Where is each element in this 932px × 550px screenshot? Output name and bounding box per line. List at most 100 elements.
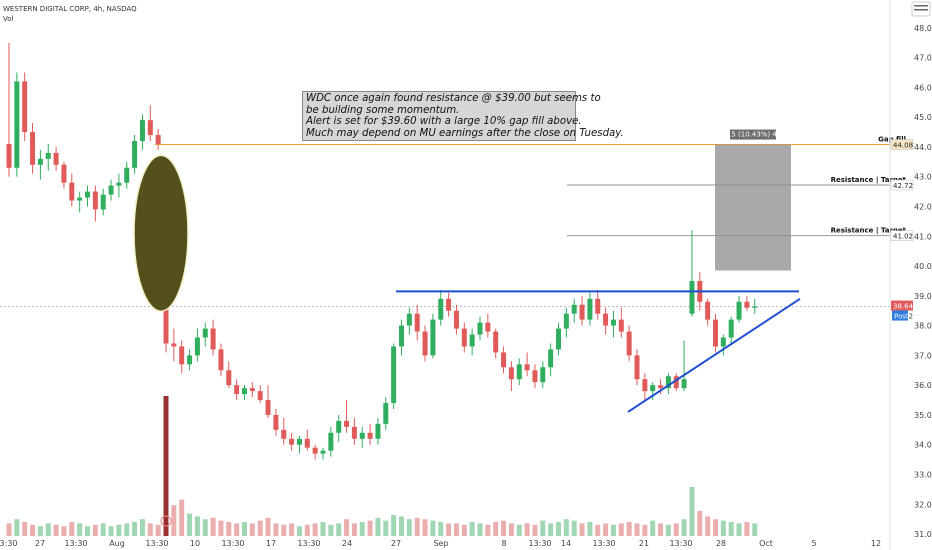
volume-bar bbox=[6, 523, 12, 536]
candle-body bbox=[132, 140, 138, 168]
candle-body bbox=[736, 301, 742, 320]
price-axis[interactable]: 48.00 47.00 46.00 45.00 44.00 43.00 42.00 41.00… bbox=[889, 0, 932, 550]
volume-bar bbox=[736, 523, 742, 536]
candle-body bbox=[100, 194, 106, 210]
candle-body bbox=[728, 319, 734, 338]
time-tick: 21 bbox=[639, 539, 649, 548]
candle-body bbox=[626, 331, 632, 356]
volume-bar bbox=[108, 526, 114, 536]
menu-icon bbox=[914, 9, 928, 11]
volume-bar bbox=[438, 522, 444, 536]
candle-body bbox=[344, 420, 350, 427]
volume-bar bbox=[587, 522, 593, 536]
volume-bar bbox=[383, 520, 389, 536]
volume-bar bbox=[367, 520, 373, 536]
candle-body bbox=[202, 328, 208, 338]
candle-body bbox=[406, 313, 412, 326]
volume-bar bbox=[461, 524, 467, 536]
gap-ellipse[interactable] bbox=[133, 154, 189, 312]
volume-bar bbox=[603, 523, 609, 536]
time-axis[interactable]: 13:30 27 13:30 Aug 13:30 10 13:30 17 13:30 24 27 Se… bbox=[0, 539, 881, 548]
candle-body bbox=[116, 182, 122, 186]
event-marker-icon[interactable] bbox=[160, 515, 172, 527]
volume-bar bbox=[477, 523, 483, 536]
volume-bar bbox=[30, 524, 36, 536]
volume-bar bbox=[187, 513, 193, 536]
candle-body bbox=[155, 135, 161, 144]
post-badge bbox=[892, 310, 908, 321]
candle-body bbox=[210, 328, 216, 350]
volume-bar bbox=[493, 522, 499, 536]
drawings[interactable] bbox=[133, 154, 801, 527]
price-tick: 42.00 bbox=[914, 202, 932, 211]
price-tick: 41.00 bbox=[914, 232, 932, 241]
candle-body bbox=[367, 432, 373, 439]
candle-body bbox=[493, 331, 499, 353]
volume-bars bbox=[6, 396, 758, 536]
time-tick: Sep bbox=[433, 539, 448, 548]
candle-body bbox=[689, 280, 695, 314]
volume-bar bbox=[257, 520, 263, 536]
volume-bar bbox=[618, 523, 624, 536]
candle-body bbox=[524, 364, 530, 371]
candle-body bbox=[461, 328, 467, 347]
candle-body bbox=[312, 447, 318, 454]
volume-bar bbox=[673, 523, 679, 536]
candle-body bbox=[556, 328, 561, 350]
volume-bar bbox=[446, 523, 452, 536]
candle-body bbox=[296, 438, 302, 445]
volume-bar bbox=[100, 523, 106, 536]
volume-bar bbox=[53, 524, 59, 536]
level-price-tag-text: 44.08 bbox=[893, 142, 913, 150]
candle-body bbox=[171, 343, 177, 347]
candle-body bbox=[595, 298, 601, 314]
price-tick: 46.00 bbox=[914, 83, 932, 92]
volume-bar bbox=[610, 524, 616, 536]
volume-bar bbox=[249, 523, 255, 536]
price-tick: 43.00 bbox=[914, 173, 932, 182]
candle-body bbox=[446, 298, 452, 311]
level-price-tag bbox=[890, 179, 914, 191]
measure-rect[interactable] bbox=[715, 144, 791, 271]
volume-bar bbox=[45, 523, 51, 536]
candle-body bbox=[634, 355, 640, 380]
candle-body bbox=[273, 414, 279, 430]
volume-bar bbox=[516, 524, 522, 536]
support-trendline[interactable] bbox=[627, 297, 801, 413]
volume-bar bbox=[744, 522, 750, 536]
candle-body bbox=[53, 152, 59, 165]
candle-body bbox=[92, 191, 98, 210]
candle-body bbox=[187, 355, 193, 365]
candle-body bbox=[665, 376, 671, 389]
volume-bar bbox=[218, 520, 224, 536]
volume-bar bbox=[320, 522, 326, 536]
price-tick: 40.00 bbox=[914, 262, 932, 271]
candle-body bbox=[603, 313, 609, 326]
volume-label: Vol bbox=[3, 15, 14, 23]
candle-body bbox=[304, 438, 310, 448]
volume-bar bbox=[22, 522, 28, 536]
volume-bar bbox=[540, 520, 546, 536]
measure-box[interactable]: 4.15 (10.43%) 415 bbox=[715, 129, 791, 271]
chart-annotation[interactable]: WDC once again found resistance @ $39.00… bbox=[302, 91, 624, 141]
volume-bar bbox=[524, 523, 530, 536]
price-tick: 44.00 bbox=[914, 143, 932, 152]
volume-bar bbox=[650, 520, 656, 536]
candle-body bbox=[359, 432, 365, 439]
volume-bar bbox=[453, 523, 459, 536]
candle-body bbox=[257, 391, 263, 401]
volume-bar bbox=[351, 523, 357, 536]
candle-body bbox=[30, 132, 36, 165]
volume-bar bbox=[124, 523, 130, 536]
candle-body bbox=[673, 376, 679, 389]
candle-body bbox=[147, 120, 153, 136]
volume-bar bbox=[304, 524, 310, 536]
volume-bar bbox=[375, 517, 381, 536]
volume-bar bbox=[328, 524, 334, 536]
volume-bar bbox=[281, 524, 287, 536]
candle-body bbox=[713, 319, 718, 347]
candle-body bbox=[14, 81, 20, 168]
volume-bar bbox=[155, 524, 161, 536]
candle-body bbox=[720, 337, 726, 347]
